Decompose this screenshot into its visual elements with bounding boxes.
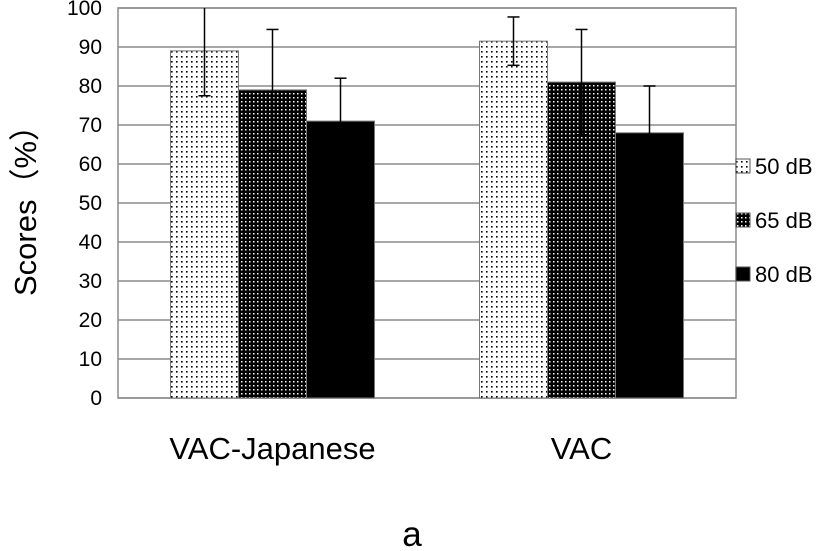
legend-swatch-50db [735, 158, 751, 174]
bar-vac-japanese-80db [306, 120, 375, 399]
legend-swatch-80db [735, 266, 751, 282]
legend-label: 65 dB [755, 208, 813, 233]
x-axis-categories: VAC-Japanese VAC [169, 431, 612, 466]
y-tick-label: 10 [79, 348, 102, 371]
legend: 50 dB 65 dB 80 dB [735, 154, 813, 287]
legend-swatch-65db [735, 212, 751, 228]
bar-vac-50db [479, 40, 548, 399]
y-tick-label: 100 [67, 0, 102, 20]
y-axis-label: Scores（%） [8, 110, 43, 296]
x-category-label: VAC [551, 431, 612, 466]
y-tick-label: 0 [90, 387, 102, 410]
y-tick-label: 80 [79, 75, 102, 98]
plot-area-border [117, 7, 737, 399]
bars [170, 40, 684, 399]
legend-label: 50 dB [755, 154, 813, 179]
y-tick-label: 20 [79, 309, 102, 332]
y-tick-label: 60 [79, 153, 102, 176]
y-tick-label: 70 [79, 114, 102, 137]
error-bars [198, 8, 656, 181]
y-tick-label: 50 [79, 192, 102, 215]
y-tick-label: 30 [79, 270, 102, 293]
legend-label: 80 dB [755, 262, 813, 287]
panel-label: a [402, 515, 422, 551]
y-tick-label: 90 [79, 36, 102, 59]
y-tick-label: 40 [79, 231, 102, 254]
x-category-label: VAC-Japanese [169, 431, 375, 466]
y-axis-ticks: 0 10 20 30 40 50 60 70 80 90 100 [67, 0, 102, 410]
bar-vac-japanese-50db [170, 50, 239, 399]
